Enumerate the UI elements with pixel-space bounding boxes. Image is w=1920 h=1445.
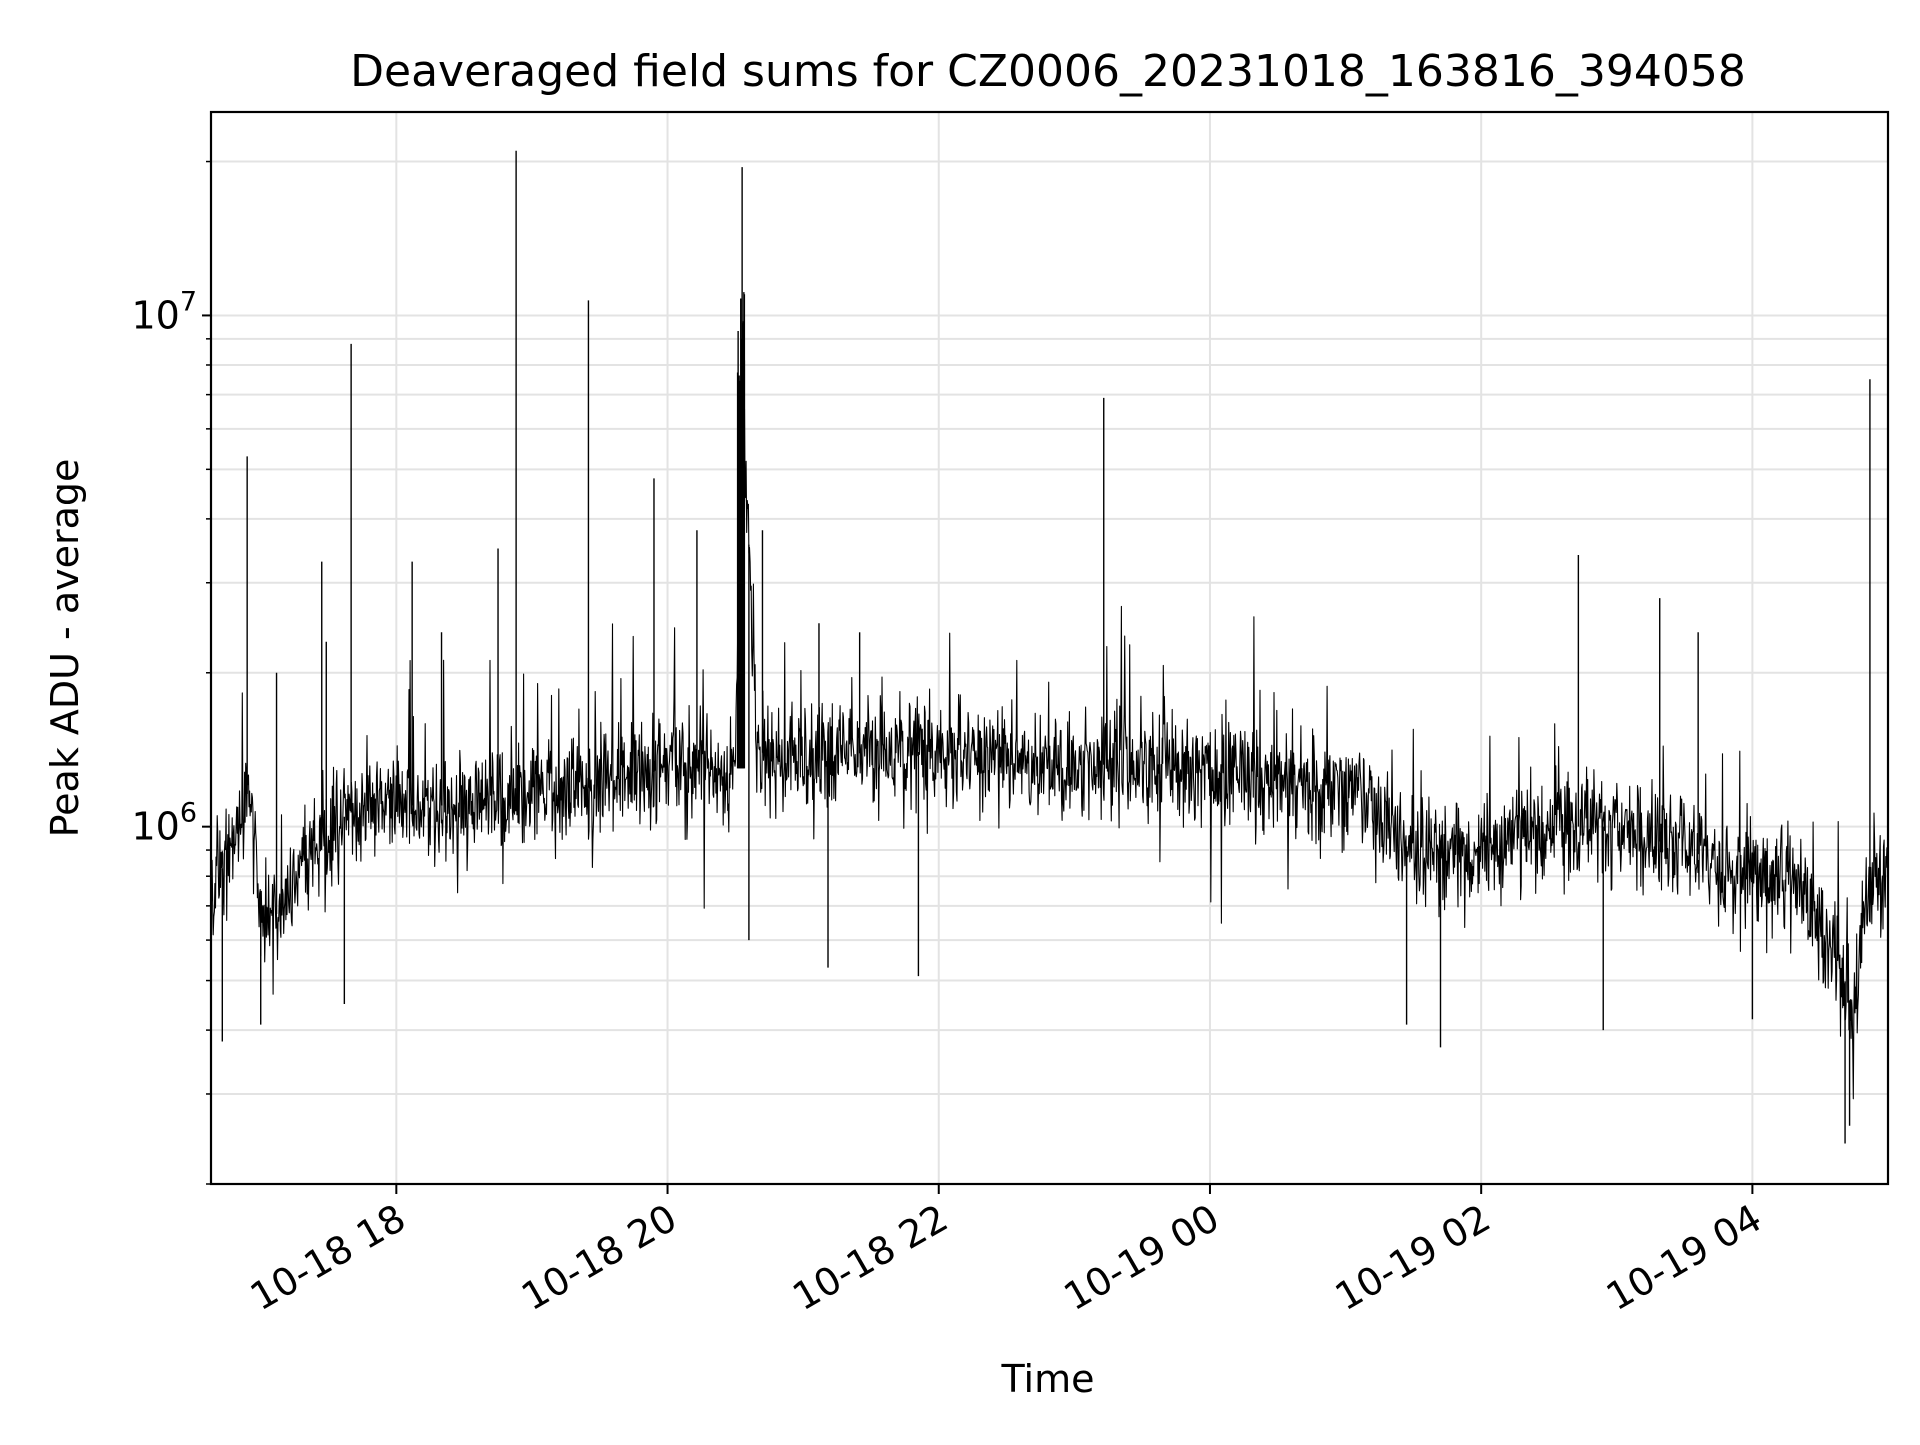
series-line (210, 408, 1889, 1100)
y-tick-label: 106 (131, 798, 197, 849)
x-tick-label: 10-18 20 (514, 1196, 684, 1320)
x-tick-label: 10-18 18 (243, 1196, 413, 1320)
plot-frame (209, 110, 1890, 1186)
x-tick-label: 10-18 22 (785, 1196, 955, 1320)
chart-title: Deaveraged field sums for CZ0006_2023101… (350, 46, 1746, 97)
data-layer (210, 150, 1889, 1144)
x-tick-label: 10-19 00 (1056, 1196, 1226, 1320)
y-tick-label-base: 10 (131, 293, 179, 337)
x-axis-label: Time (1001, 1357, 1095, 1401)
y-axis-label: Peak ADU - average (43, 459, 87, 838)
y-tick-label-base: 10 (131, 805, 179, 849)
x-tick-label: 10-19 02 (1328, 1196, 1498, 1320)
grid-layer (211, 112, 1888, 1185)
y-tick-label: 107 (131, 286, 197, 337)
y-tick-label-exponent: 6 (180, 798, 197, 829)
y-tick-label-exponent: 7 (180, 286, 197, 317)
x-tick-label: 10-19 04 (1599, 1196, 1769, 1320)
